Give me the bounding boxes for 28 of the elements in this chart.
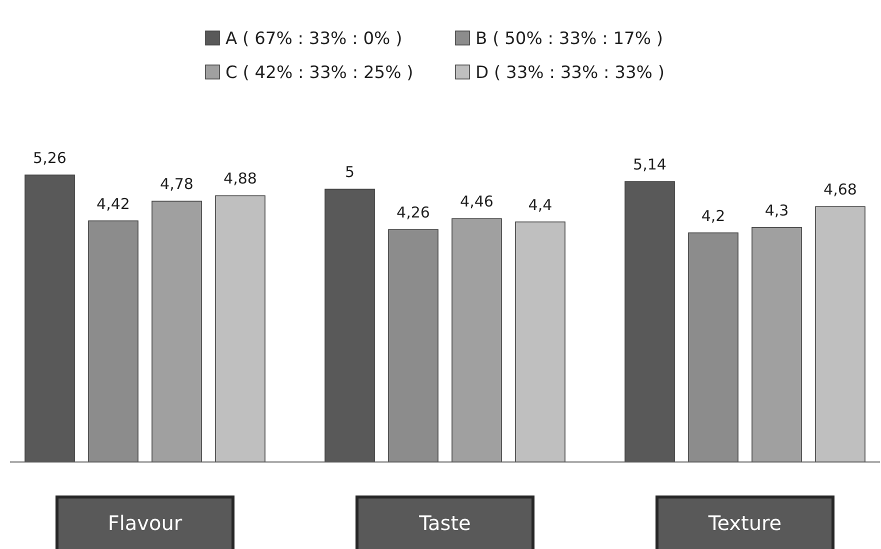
bar (452, 218, 502, 462)
data-label: 4,26 (396, 204, 430, 222)
data-label: 4,4 (528, 196, 552, 214)
data-label: 4,46 (460, 192, 494, 211)
x-tick-label: Texture (707, 511, 782, 535)
data-label: 4,88 (224, 170, 257, 188)
x-tick-label: Flavour (108, 511, 183, 535)
data-label: 4,2 (701, 206, 726, 225)
data-label: 4,78 (160, 175, 194, 194)
legend-label: B ( 50% : 33% : 17% ) (476, 29, 664, 49)
data-label: 4,42 (96, 194, 130, 213)
bar (815, 206, 866, 462)
bar (515, 222, 566, 462)
x-tick-label: Taste (418, 511, 471, 535)
bar (152, 200, 202, 462)
data-label: 5,26 (33, 149, 66, 167)
legend-label: A ( 67% : 33% : 0% ) (226, 29, 402, 49)
data-label: 4,68 (824, 180, 857, 199)
bar (215, 195, 266, 462)
bar (688, 232, 738, 462)
bar (88, 220, 138, 462)
data-label: 5 (344, 163, 355, 182)
data-label: 4,3 (764, 201, 789, 220)
bar (752, 226, 802, 462)
bar (388, 229, 438, 462)
data-label: 5,14 (633, 156, 666, 174)
legend-label: D ( 33% : 33% : 33% ) (476, 63, 664, 83)
legend-label: C ( 42% : 33% : 25% ) (226, 63, 414, 83)
